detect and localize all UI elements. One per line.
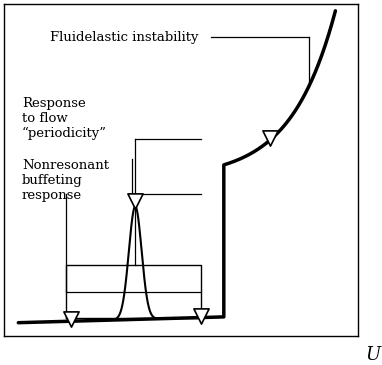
Point	[267, 135, 273, 141]
Text: Fluidelastic instability: Fluidelastic instability	[50, 31, 199, 44]
Text: Response
to flow
“periodicity”: Response to flow “periodicity”	[22, 97, 107, 141]
Point	[68, 316, 74, 322]
Text: Nonresonant
buffeting
response: Nonresonant buffeting response	[22, 159, 109, 201]
Text: U: U	[365, 346, 380, 364]
Point	[132, 199, 138, 204]
Point	[198, 313, 204, 319]
